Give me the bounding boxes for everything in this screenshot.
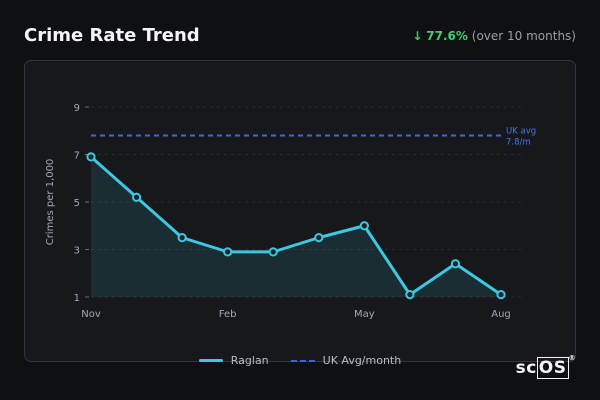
legend-swatch-raglan — [198, 359, 223, 362]
x-tick-label-feb: Feb — [219, 309, 237, 320]
legend-label-raglan: Raglan — [230, 354, 269, 367]
data-point-4 — [268, 247, 278, 257]
x-tick-label-aug: Aug — [491, 309, 511, 320]
data-point-0 — [86, 152, 96, 162]
legend: Raglan UK Avg/month — [0, 354, 600, 367]
y-tick-label-7: 7 — [74, 151, 80, 162]
reference-label-line1: UK avg — [506, 127, 536, 137]
change-summary: ↓ 77.6% (over 10 months) — [412, 29, 576, 43]
y-tick-label-1: 1 — [74, 293, 80, 304]
x-tick-label-nov: Nov — [81, 309, 101, 320]
y-tick-label-5: 5 — [74, 198, 80, 209]
series-line-raglan — [89, 155, 503, 297]
legend-item-uk-avg[interactable]: UK Avg/month — [290, 354, 402, 367]
data-point-5 — [314, 233, 324, 243]
logo-mark: ® — [568, 354, 576, 363]
y-axis-label: Crimes per 1,000 — [45, 159, 56, 246]
legend-item-raglan[interactable]: Raglan — [198, 354, 269, 367]
chart-title: Crime Rate Trend — [24, 25, 200, 46]
data-point-8 — [450, 259, 461, 269]
change-note: (over 10 months) — [471, 29, 576, 43]
logo-box: OS — [536, 357, 569, 379]
legend-label-uk-avg: UK Avg/month — [322, 354, 402, 367]
change-arrow: ↓ — [412, 29, 423, 43]
data-point-7 — [405, 290, 415, 300]
data-point-6 — [359, 221, 369, 231]
data-point-9 — [496, 290, 506, 300]
data-point-3 — [223, 247, 233, 257]
chart-card — [24, 60, 576, 362]
logo-prefix: sc — [515, 358, 537, 378]
legend-swatch-uk-avg — [290, 359, 315, 362]
y-tick-label-3: 3 — [74, 246, 80, 257]
data-point-1 — [131, 192, 142, 202]
data-point-2 — [177, 233, 187, 243]
x-tick-label-may: May — [354, 309, 375, 320]
series-area-raglan — [91, 156, 501, 297]
y-tick-label-9: 9 — [74, 103, 80, 114]
change-value: 77.6% — [426, 29, 468, 43]
reference-label-line2: 7.8/m — [506, 138, 531, 148]
scos-logo: sc OS ® — [515, 354, 576, 379]
